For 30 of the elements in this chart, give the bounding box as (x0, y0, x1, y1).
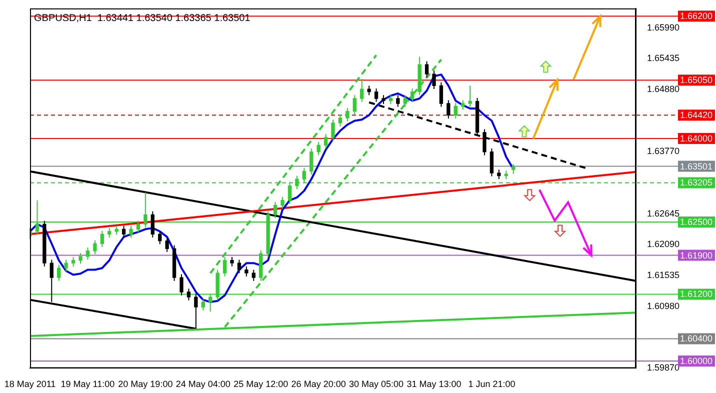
x-tick-label: 31 May 13:00 (406, 379, 462, 390)
x-tick-label: 18 May 2011 (4, 379, 56, 390)
y-tick-label: 1.62645 (647, 208, 680, 218)
ref-line-label: 1.60000 (680, 356, 713, 366)
text: GBPUSD,H1 1.63441 1.63540 1.63365 1.63501 (34, 13, 251, 24)
y-tick-label: 1.63770 (647, 146, 680, 156)
y-tick-label: 1.59870 (647, 362, 680, 373)
x-tick-label: 26 May 20:00 (291, 379, 346, 390)
y-tick-label: 1.65435 (647, 53, 680, 64)
x-tick-label: 24 May 04:00 (176, 379, 230, 390)
ref-line-label: 1.63205 (680, 178, 713, 188)
y-tick-label: 1.62090 (647, 239, 680, 250)
ref-line-label: 1.61200 (680, 289, 713, 300)
ref-line-label: 1.66200 (680, 11, 713, 22)
ref-line-label: 1.65050 (680, 75, 713, 86)
x-tick-label: 1 Jun 21:00 (468, 379, 516, 390)
x-tick-label: 30 May 05:00 (349, 379, 404, 390)
x-tick-label: 20 May 19:00 (118, 379, 173, 390)
ref-line-label: 1.64000 (680, 134, 713, 144)
ref-line-label: 1.64420 (680, 110, 713, 120)
y-tick-label: 1.60980 (647, 300, 680, 311)
x-tick-label: 25 May 12:00 (234, 379, 288, 390)
ref-line-label: 1.62500 (680, 216, 713, 227)
ref-line-label: 1.63501 (680, 161, 713, 172)
y-tick-label: 1.65990 (647, 22, 680, 32)
ref-line-label: 1.60400 (680, 334, 713, 344)
x-tick-label: 19 May 11:00 (60, 379, 115, 390)
y-tick-label: 1.64880 (647, 84, 680, 94)
ref-line-label: 1.61900 (680, 250, 713, 260)
y-tick-label: 1.61535 (647, 270, 680, 280)
